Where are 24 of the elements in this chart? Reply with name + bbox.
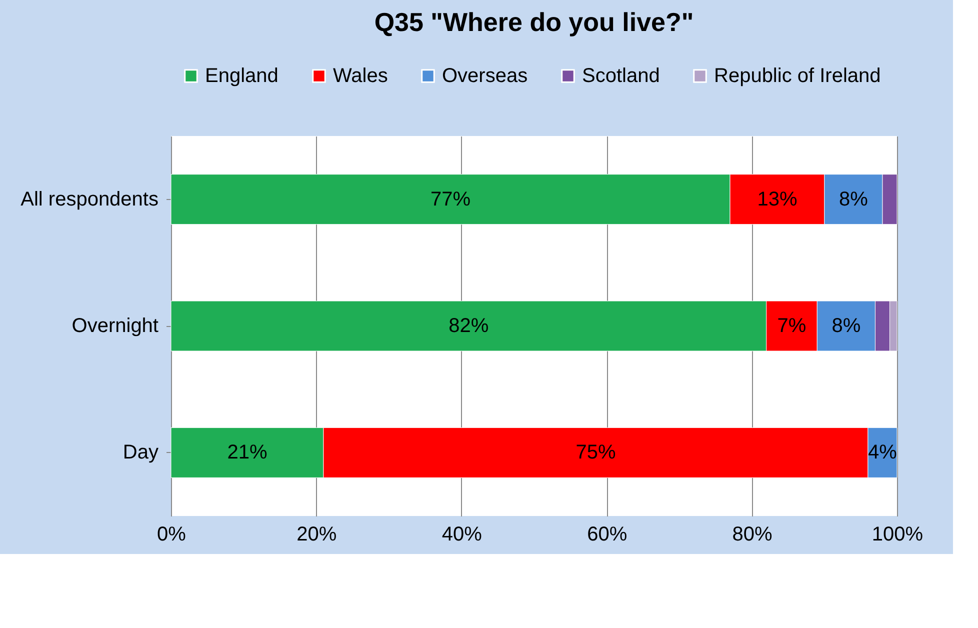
x-tick-label: 80% (732, 524, 773, 546)
x-tick-label: 60% (587, 524, 628, 546)
data-label: 82% (448, 315, 489, 337)
legend-label: Overseas (442, 65, 528, 87)
data-label: 7% (777, 315, 806, 337)
x-tick-label: 100% (872, 524, 924, 546)
data-label: 13% (757, 188, 798, 210)
x-tick-label: 40% (442, 524, 482, 546)
chart-title: Q35 "Where do you live?" (374, 7, 694, 37)
y-tick-label: Day (122, 442, 158, 464)
data-label: 4% (868, 442, 898, 464)
legend-label: Scotland (582, 65, 660, 87)
data-label: 77% (430, 188, 471, 210)
legend-label: Wales (333, 65, 388, 87)
y-tick-label: Overnight (72, 315, 159, 337)
y-tick-label: All respondents (20, 188, 158, 210)
data-label: 8% (832, 315, 861, 337)
legend-label: Republic of Ireland (714, 65, 881, 87)
x-tick-label: 0% (157, 524, 186, 546)
data-label: 8% (838, 188, 868, 210)
data-label: 21% (227, 442, 268, 464)
legend-label: England (205, 65, 278, 87)
x-tick-label: 20% (296, 524, 337, 546)
data-label: 75% (576, 442, 616, 464)
